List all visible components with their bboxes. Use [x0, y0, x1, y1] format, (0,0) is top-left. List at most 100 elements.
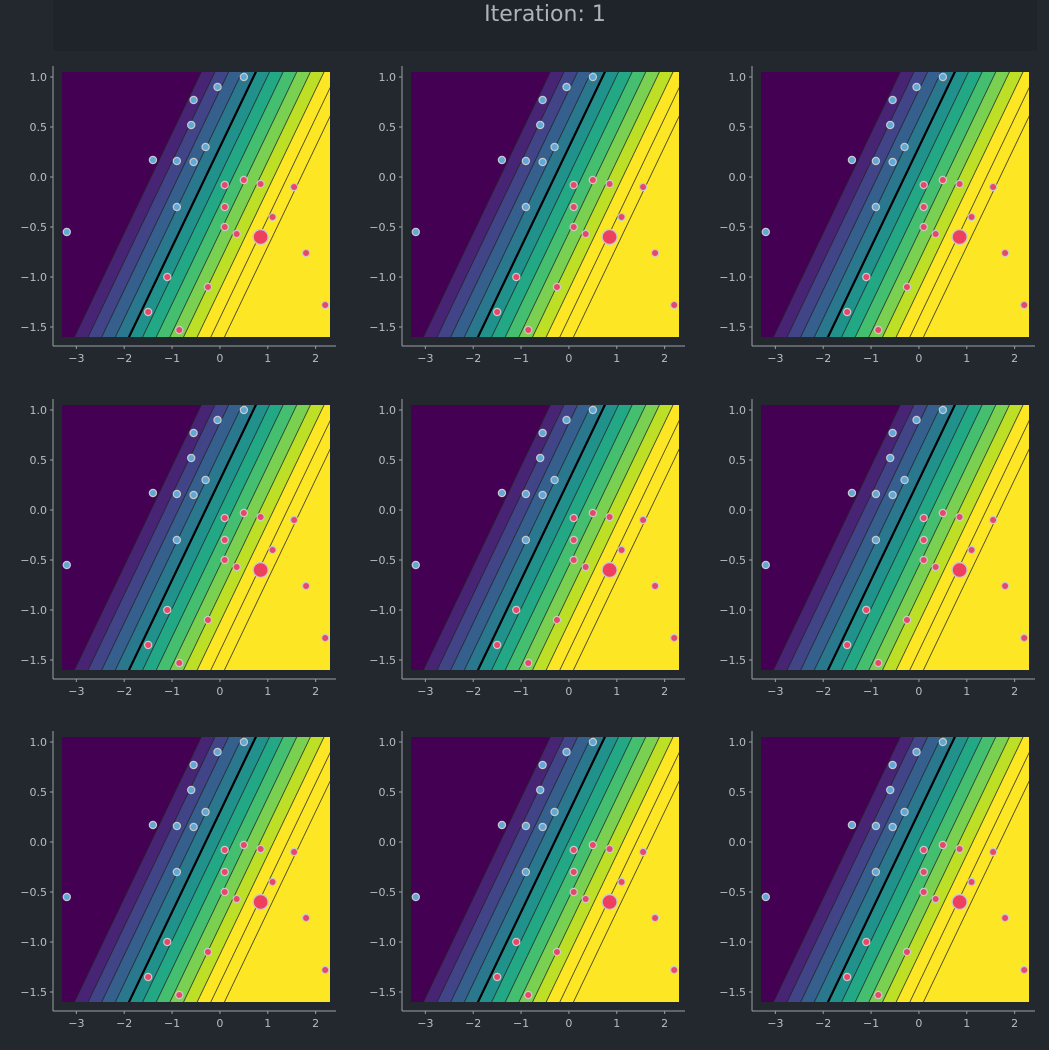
y-tick-label: 1.0 — [30, 736, 48, 749]
blue-point — [871, 202, 881, 212]
x-tick-label: 0 — [565, 685, 572, 698]
decision-boundary-line — [826, 72, 957, 337]
red-point — [605, 179, 614, 189]
red-point — [1000, 248, 1010, 258]
contour-line — [786, 405, 915, 670]
y-tick-label: −1.0 — [369, 271, 396, 284]
blue-point — [538, 428, 547, 438]
red-point — [988, 182, 998, 192]
x-tick-label: 1 — [264, 1017, 271, 1030]
red-point — [670, 300, 679, 310]
x-tick-label: −1 — [863, 352, 879, 365]
blue-point — [761, 227, 770, 237]
red-point — [931, 894, 940, 904]
red-point — [552, 947, 562, 957]
y-tick-label: −1.5 — [719, 321, 746, 334]
axes: 1.0 0.5 0.0 −0.5 −1.0 −1.5 −3 −2 −1 0 1 2 — [369, 66, 685, 365]
y-tick-label: −1.0 — [20, 604, 47, 617]
blue-point — [912, 747, 921, 757]
y-tick-label: −1.5 — [719, 986, 746, 999]
red-point — [569, 867, 578, 877]
blue-point — [521, 202, 531, 212]
red-point — [569, 887, 578, 897]
query-point — [951, 228, 968, 246]
x-tick-label: −2 — [116, 685, 132, 698]
blue-point — [497, 155, 507, 165]
blue-point — [871, 489, 881, 499]
red-point — [552, 282, 562, 292]
red-point — [967, 545, 976, 555]
contour-line — [73, 405, 202, 670]
red-point — [512, 937, 521, 947]
x-tick-label: −3 — [767, 1017, 783, 1030]
contour-line — [841, 72, 969, 337]
red-point — [220, 845, 229, 855]
blue-point — [189, 428, 198, 438]
red-point — [256, 512, 265, 522]
blue-point — [761, 560, 770, 570]
y-tick-label: −0.5 — [20, 554, 47, 567]
y-tick-label: 0.5 — [729, 121, 747, 134]
red-point — [239, 840, 249, 850]
blue-point — [172, 867, 182, 877]
blue-point — [538, 822, 547, 832]
contour-line — [183, 72, 311, 337]
red-point — [569, 180, 578, 190]
blue-point — [938, 737, 948, 747]
x-tick-label: −1 — [513, 1017, 529, 1030]
blue-point — [847, 820, 857, 830]
contour-line — [922, 780, 1029, 1002]
blue-point — [538, 490, 547, 500]
y-tick-label: −1.5 — [719, 654, 746, 667]
red-point — [588, 175, 598, 185]
red-point — [256, 844, 265, 854]
y-tick-label: 0.0 — [30, 836, 48, 849]
red-point — [175, 325, 184, 335]
y-tick-label: −1.0 — [719, 936, 746, 949]
contour-line — [101, 405, 230, 670]
red-point — [617, 545, 626, 555]
blue-point — [871, 156, 881, 166]
x-tick-label: −1 — [513, 352, 529, 365]
red-point — [220, 887, 229, 897]
x-tick-label: 1 — [963, 1017, 970, 1030]
contour-line — [909, 751, 1029, 1002]
decision-boundary-line — [127, 72, 258, 337]
x-tick-label: 2 — [312, 1017, 319, 1030]
x-tick-label: 2 — [1011, 685, 1018, 698]
blue-point — [900, 475, 909, 485]
contour-line — [87, 737, 216, 1002]
y-tick-label: 0.0 — [729, 504, 747, 517]
contour-line — [196, 72, 325, 337]
x-tick-label: 0 — [565, 352, 572, 365]
red-point — [143, 640, 153, 650]
red-point — [232, 562, 241, 572]
y-tick-label: 0.0 — [379, 171, 397, 184]
red-point — [1020, 300, 1029, 310]
blue-point — [187, 785, 196, 795]
blue-point — [550, 142, 559, 152]
y-tick-label: −1.5 — [20, 654, 47, 667]
contour-line — [73, 72, 202, 337]
blue-point — [888, 157, 897, 167]
red-point — [650, 581, 660, 591]
blue-point — [888, 95, 897, 105]
x-tick-label: −3 — [417, 685, 433, 698]
plot-area — [761, 72, 1029, 337]
y-tick-label: 1.0 — [379, 71, 397, 84]
y-tick-label: 0.5 — [729, 786, 747, 799]
red-point — [1020, 965, 1029, 975]
contour-line — [504, 72, 633, 337]
x-tick-label: −3 — [68, 352, 84, 365]
red-point — [638, 847, 648, 857]
blue-point — [189, 157, 198, 167]
blue-point — [886, 453, 895, 463]
query-point — [252, 561, 269, 579]
blue-point — [886, 120, 895, 130]
blue-point — [761, 892, 770, 902]
plot-area — [761, 737, 1029, 1002]
contour-line — [882, 405, 1010, 670]
contour-line — [854, 405, 983, 670]
red-point — [524, 658, 533, 668]
